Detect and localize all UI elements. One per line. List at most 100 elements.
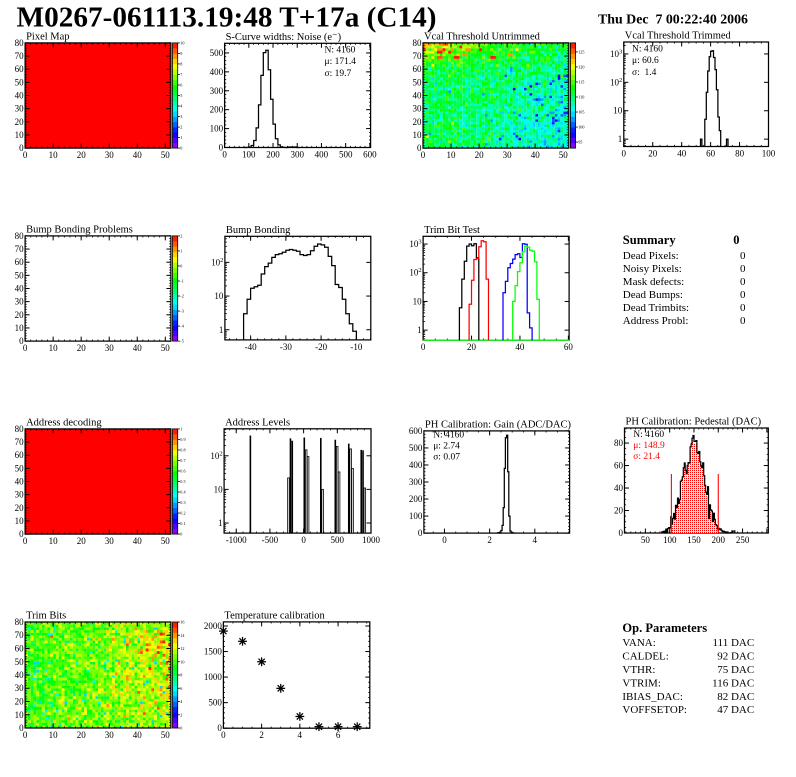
svg-text:0: 0 — [180, 726, 182, 731]
svg-text:20: 20 — [77, 730, 87, 740]
svg-text:14: 14 — [180, 633, 185, 638]
svg-text:μ: 171.4: μ: 171.4 — [325, 57, 357, 67]
svg-text:1: 1 — [218, 518, 223, 528]
svg-text:0.9: 0.9 — [180, 437, 185, 442]
svg-text:20: 20 — [614, 506, 624, 516]
svg-text:600: 600 — [363, 150, 377, 160]
svg-text:30: 30 — [15, 490, 25, 500]
svg-text:10: 10 — [49, 150, 59, 160]
svg-text:-500: -500 — [262, 535, 279, 545]
svg-text:-3: -3 — [180, 309, 184, 314]
svg-text:400: 400 — [315, 150, 329, 160]
svg-text:40: 40 — [413, 91, 423, 101]
svg-text:111 DAC: 111 DAC — [713, 637, 755, 649]
svg-text:20: 20 — [648, 149, 658, 159]
svg-text:Vcal Threshold Untrimmed: Vcal Threshold Untrimmed — [424, 31, 541, 42]
svg-text:92 DAC: 92 DAC — [717, 651, 754, 663]
svg-text:CALDEL:: CALDEL: — [622, 651, 668, 663]
svg-text:60: 60 — [15, 450, 25, 460]
svg-text:0: 0 — [421, 342, 426, 352]
svg-text:Address Levels: Address Levels — [225, 417, 290, 428]
svg-text:-1000: -1000 — [226, 535, 247, 545]
svg-text:20: 20 — [15, 503, 25, 513]
svg-text:VTHR:: VTHR: — [622, 664, 655, 676]
svg-text:1: 1 — [180, 249, 182, 254]
svg-text:120: 120 — [578, 65, 584, 70]
svg-text:0: 0 — [221, 730, 226, 740]
svg-text:1: 1 — [417, 325, 422, 335]
svg-text:100: 100 — [242, 150, 256, 160]
svg-text:Dead Pixels:: Dead Pixels: — [623, 250, 679, 262]
svg-text:9: 9 — [180, 51, 182, 56]
svg-text:40: 40 — [15, 91, 25, 101]
svg-text:30: 30 — [105, 536, 115, 546]
svg-text:40: 40 — [133, 150, 143, 160]
svg-text:400: 400 — [409, 460, 423, 470]
svg-text:N: 4160: N: 4160 — [632, 45, 663, 55]
svg-text:Summary: Summary — [623, 233, 677, 247]
svg-text:50: 50 — [15, 270, 25, 280]
svg-text:10: 10 — [180, 41, 184, 46]
svg-text:30: 30 — [413, 104, 423, 114]
svg-text:16: 16 — [180, 620, 184, 625]
svg-text:μ: 148.9: μ: 148.9 — [633, 441, 665, 451]
svg-text:μ: 60.6: μ: 60.6 — [632, 56, 659, 66]
svg-text:0: 0 — [740, 289, 746, 301]
svg-text:Trim Bits: Trim Bits — [26, 611, 66, 622]
svg-text:100: 100 — [409, 511, 423, 521]
svg-text:400: 400 — [210, 67, 224, 77]
svg-text:10: 10 — [49, 343, 59, 353]
svg-text:70: 70 — [15, 51, 25, 61]
svg-text:30: 30 — [105, 150, 115, 160]
svg-text:10: 10 — [413, 296, 423, 306]
svg-text:60: 60 — [706, 149, 716, 159]
svg-text:20: 20 — [15, 697, 25, 707]
svg-text:1000: 1000 — [204, 672, 223, 682]
svg-text:0: 0 — [418, 528, 423, 538]
svg-text:0: 0 — [19, 723, 24, 733]
svg-text:200: 200 — [712, 535, 726, 545]
svg-text:600: 600 — [409, 426, 423, 436]
svg-text:0: 0 — [222, 150, 227, 160]
svg-text:500: 500 — [331, 535, 345, 545]
svg-text:50: 50 — [161, 343, 171, 353]
svg-text:2: 2 — [259, 730, 264, 740]
svg-text:VTRIM:: VTRIM: — [622, 677, 661, 689]
svg-text:2: 2 — [487, 535, 492, 545]
svg-text:40: 40 — [133, 730, 143, 740]
svg-text:0: 0 — [622, 149, 627, 159]
svg-text:10: 10 — [413, 130, 423, 140]
svg-text:20: 20 — [467, 342, 477, 352]
svg-text:102: 102 — [211, 257, 223, 268]
svg-text:30: 30 — [15, 104, 25, 114]
svg-text:40: 40 — [515, 342, 525, 352]
svg-text:82 DAC: 82 DAC — [717, 691, 754, 703]
svg-text:-5: -5 — [180, 339, 184, 344]
svg-text:Bump Bonding Problems: Bump Bonding Problems — [26, 224, 133, 235]
svg-text:0.4: 0.4 — [180, 490, 186, 495]
svg-text:95: 95 — [578, 140, 582, 145]
svg-text:0: 0 — [442, 535, 447, 545]
svg-text:σ: 0.07: σ: 0.07 — [433, 453, 460, 463]
svg-text:Address Probl:: Address Probl: — [623, 315, 689, 327]
svg-text:σ: 1.4: σ: 1.4 — [632, 68, 657, 78]
svg-text:0: 0 — [417, 143, 422, 153]
svg-text:0: 0 — [19, 143, 24, 153]
svg-text:102: 102 — [409, 267, 421, 278]
svg-text:10: 10 — [613, 106, 623, 116]
svg-text:10: 10 — [49, 536, 59, 546]
svg-text:0: 0 — [23, 343, 28, 353]
svg-text:50: 50 — [641, 535, 651, 545]
svg-text:100: 100 — [578, 125, 584, 130]
svg-text:1: 1 — [618, 134, 623, 144]
svg-text:20: 20 — [15, 310, 25, 320]
svg-text:300: 300 — [409, 477, 423, 487]
svg-text:10: 10 — [15, 130, 25, 140]
svg-text:500: 500 — [409, 443, 423, 453]
svg-text:1000: 1000 — [362, 535, 381, 545]
svg-text:0: 0 — [733, 233, 739, 247]
svg-text:103: 103 — [610, 48, 622, 59]
svg-text:40: 40 — [15, 670, 25, 680]
svg-text:50: 50 — [161, 536, 171, 546]
svg-text:-1: -1 — [180, 279, 184, 284]
